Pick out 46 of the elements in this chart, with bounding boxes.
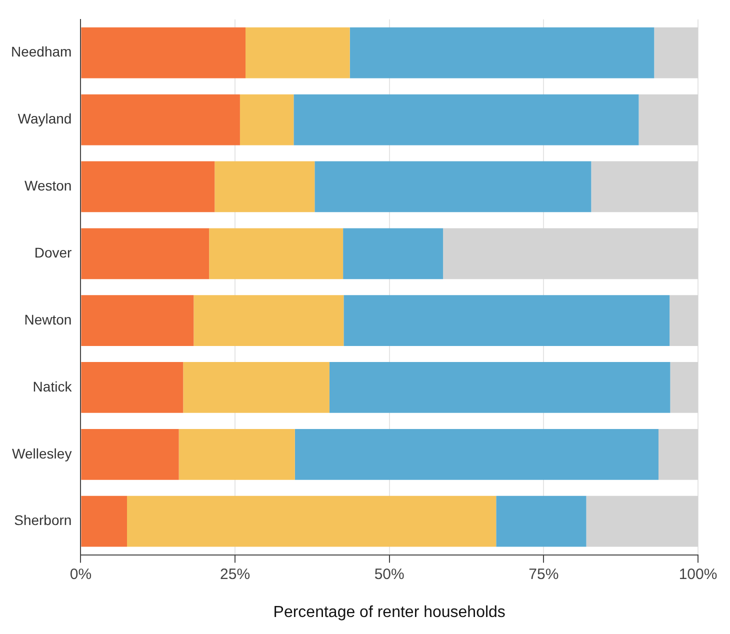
- bar: [670, 295, 698, 346]
- bar: [246, 27, 350, 78]
- bar: [81, 362, 184, 413]
- bar: [591, 161, 698, 212]
- bar: [314, 161, 592, 212]
- y-tick-label: Wayland: [18, 110, 72, 127]
- bar: [344, 295, 670, 346]
- bar: [81, 496, 127, 547]
- bar: [81, 295, 194, 346]
- bar: [178, 428, 295, 480]
- bar: [81, 94, 240, 146]
- y-tick-label: Sherborn: [14, 512, 72, 528]
- bar: [443, 228, 698, 280]
- x-tick-label: 75%: [528, 566, 559, 583]
- y-tick-label: Dover: [34, 244, 72, 260]
- bar: [329, 362, 670, 413]
- bar: [654, 27, 698, 78]
- x-tick-label: 50%: [374, 566, 404, 583]
- y-tick-label: Wellesley: [12, 445, 72, 462]
- bar: [658, 428, 698, 480]
- x-tick-label: 100%: [678, 566, 718, 583]
- x-axis-title: Percentage of renter households: [273, 604, 506, 621]
- y-tick-label: Natick: [32, 378, 73, 394]
- bar: [294, 94, 639, 146]
- bar: [240, 94, 294, 146]
- bar: [586, 496, 698, 547]
- bar: [214, 161, 315, 212]
- bar: [209, 228, 344, 280]
- y-tick-label: Weston: [24, 178, 72, 194]
- bar: [81, 428, 179, 480]
- bar: [127, 496, 496, 547]
- bar: [670, 362, 698, 413]
- y-tick-label: Newton: [24, 311, 72, 328]
- bar: [638, 94, 698, 146]
- bar: [194, 295, 344, 346]
- bar: [81, 27, 246, 78]
- bar: [294, 428, 658, 480]
- bar: [343, 228, 444, 280]
- y-tick-label: Needham: [11, 44, 72, 60]
- x-tick-label: 0%: [70, 566, 92, 583]
- bar: [496, 496, 586, 547]
- x-tick-label: 25%: [220, 566, 250, 583]
- bar: [183, 362, 330, 413]
- bar: [81, 228, 210, 280]
- bar: [81, 161, 215, 212]
- bar: [350, 27, 654, 78]
